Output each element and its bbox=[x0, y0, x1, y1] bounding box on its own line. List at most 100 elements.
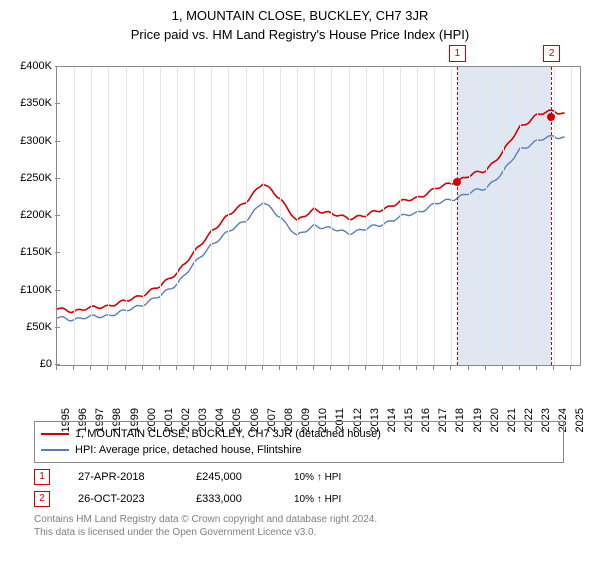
y-tick bbox=[55, 290, 60, 291]
x-tick bbox=[468, 365, 469, 370]
x-tick bbox=[399, 365, 400, 370]
gridline bbox=[280, 67, 281, 365]
x-tick bbox=[416, 365, 417, 370]
chart-svg bbox=[57, 67, 580, 365]
gridline bbox=[503, 67, 504, 365]
x-tick bbox=[536, 365, 537, 370]
y-axis-label: £300K bbox=[12, 135, 52, 147]
price-chart: 12 £0£50K£100K£150K£200K£250K£300K£350K£… bbox=[12, 58, 588, 418]
x-tick bbox=[553, 365, 554, 370]
y-axis-label: £50K bbox=[12, 321, 52, 333]
y-tick bbox=[55, 178, 60, 179]
y-axis-label: £350K bbox=[12, 97, 52, 109]
legend-item: HPI: Average price, detached house, Flin… bbox=[41, 442, 557, 458]
x-tick bbox=[313, 365, 314, 370]
gridline bbox=[486, 67, 487, 365]
x-tick bbox=[193, 365, 194, 370]
gridline bbox=[314, 67, 315, 365]
gridline bbox=[246, 67, 247, 365]
x-tick bbox=[73, 365, 74, 370]
page-subtitle: Price paid vs. HM Land Registry's House … bbox=[0, 27, 600, 42]
copyright-line: Contains HM Land Registry data © Crown c… bbox=[34, 513, 564, 526]
copyright-notice: Contains HM Land Registry data © Crown c… bbox=[34, 513, 564, 539]
x-tick bbox=[485, 365, 486, 370]
x-tick bbox=[433, 365, 434, 370]
gridline bbox=[366, 67, 367, 365]
sale-price: £333,000 bbox=[196, 493, 266, 505]
x-tick bbox=[210, 365, 211, 370]
sale-marker-icon: 1 bbox=[34, 469, 50, 485]
x-tick bbox=[56, 365, 57, 370]
x-tick bbox=[245, 365, 246, 370]
gridline bbox=[331, 67, 332, 365]
x-tick bbox=[159, 365, 160, 370]
x-tick bbox=[450, 365, 451, 370]
y-axis-label: £0 bbox=[12, 358, 52, 370]
gridline bbox=[383, 67, 384, 365]
x-tick bbox=[502, 365, 503, 370]
x-tick bbox=[262, 365, 263, 370]
sale-event-line bbox=[457, 67, 458, 365]
copyright-line: This data is licensed under the Open Gov… bbox=[34, 526, 564, 539]
x-tick bbox=[125, 365, 126, 370]
sale-date: 27-APR-2018 bbox=[78, 471, 168, 483]
gridline bbox=[160, 67, 161, 365]
legend-and-notes: 1, MOUNTAIN CLOSE, BUCKLEY, CH7 3JR (det… bbox=[34, 421, 564, 539]
y-axis-label: £250K bbox=[12, 172, 52, 184]
gridline bbox=[451, 67, 452, 365]
x-axis-label: 2025 bbox=[574, 408, 586, 432]
sale-event-marker: 2 bbox=[543, 45, 560, 62]
y-tick bbox=[55, 141, 60, 142]
sale-delta: 10% ↑ HPI bbox=[294, 494, 341, 505]
series-hpi bbox=[57, 136, 565, 321]
gridline bbox=[211, 67, 212, 365]
sale-point-icon bbox=[547, 113, 555, 121]
gridline bbox=[469, 67, 470, 365]
sale-event-line bbox=[551, 67, 552, 365]
gridline bbox=[228, 67, 229, 365]
gridline bbox=[143, 67, 144, 365]
legend-label: HPI: Average price, detached house, Flin… bbox=[75, 444, 302, 456]
y-tick bbox=[55, 215, 60, 216]
sale-delta: 10% ↑ HPI bbox=[294, 472, 341, 483]
x-tick bbox=[176, 365, 177, 370]
gridline bbox=[400, 67, 401, 365]
legend-label: 1, MOUNTAIN CLOSE, BUCKLEY, CH7 3JR (det… bbox=[75, 428, 381, 440]
y-tick bbox=[55, 66, 60, 67]
gridline bbox=[194, 67, 195, 365]
series-price_paid bbox=[57, 110, 565, 313]
gridline bbox=[554, 67, 555, 365]
x-tick bbox=[519, 365, 520, 370]
legend-swatch bbox=[41, 449, 69, 451]
gridline bbox=[417, 67, 418, 365]
x-tick bbox=[142, 365, 143, 370]
x-tick bbox=[90, 365, 91, 370]
gridline bbox=[434, 67, 435, 365]
x-tick bbox=[279, 365, 280, 370]
x-tick bbox=[365, 365, 366, 370]
y-tick bbox=[55, 252, 60, 253]
y-axis-label: £150K bbox=[12, 246, 52, 258]
sale-marker-icon: 2 bbox=[34, 491, 50, 507]
gridline bbox=[349, 67, 350, 365]
page-title: 1, MOUNTAIN CLOSE, BUCKLEY, CH7 3JR bbox=[0, 8, 600, 23]
y-tick bbox=[55, 103, 60, 104]
legend-swatch bbox=[41, 433, 69, 435]
x-tick bbox=[107, 365, 108, 370]
sale-event-row: 2 26-OCT-2023 £333,000 10% ↑ HPI bbox=[34, 491, 564, 507]
gridline bbox=[177, 67, 178, 365]
sale-event-marker: 1 bbox=[449, 45, 466, 62]
gridline bbox=[108, 67, 109, 365]
y-axis-label: £400K bbox=[12, 60, 52, 72]
gridline bbox=[537, 67, 538, 365]
gridline bbox=[520, 67, 521, 365]
legend-item: 1, MOUNTAIN CLOSE, BUCKLEY, CH7 3JR (det… bbox=[41, 426, 557, 442]
gridline bbox=[126, 67, 127, 365]
gridline bbox=[74, 67, 75, 365]
sale-event-row: 1 27-APR-2018 £245,000 10% ↑ HPI bbox=[34, 469, 564, 485]
gridline bbox=[91, 67, 92, 365]
gridline bbox=[571, 67, 572, 365]
gridline bbox=[263, 67, 264, 365]
x-tick bbox=[570, 365, 571, 370]
x-tick bbox=[382, 365, 383, 370]
